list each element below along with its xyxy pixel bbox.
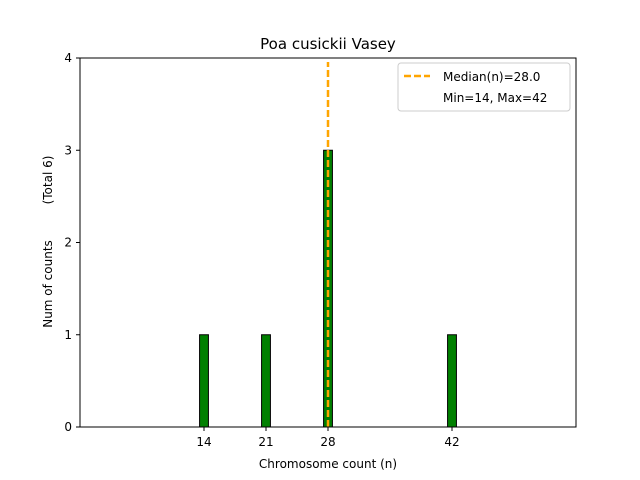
legend-minmax-label: Min=14, Max=42 [443,91,547,105]
y-axis-total-label: (Total 6) [41,156,55,205]
legend-median-label: Median(n)=28.0 [443,70,540,84]
y-axis-ticks: 0 1 2 3 4 [64,51,80,434]
x-tick-label-21: 21 [258,435,273,449]
y-axis-label: Num of counts [41,240,55,328]
legend-box [397,62,571,112]
x-tick-label-14: 14 [196,435,211,449]
legend: Median(n)=28.0 Min=14, Max=42 [397,62,571,112]
y-tick-label-4: 4 [64,51,72,65]
x-tick-label-28: 28 [320,435,335,449]
x-axis-ticks: 14 21 28 42 [196,427,460,449]
y-tick-label-0: 0 [64,420,72,434]
x-axis-label: Chromosome count (n) [259,457,397,471]
y-tick-label-3: 3 [64,143,72,157]
bar-14 [199,334,209,428]
y-tick-label-1: 1 [64,328,72,342]
bar-42 [447,334,457,428]
y-tick-label-2: 2 [64,236,72,250]
bar-21 [261,334,271,428]
chart-title: Poa cusickii Vasey [260,35,396,53]
x-tick-label-42: 42 [444,435,459,449]
